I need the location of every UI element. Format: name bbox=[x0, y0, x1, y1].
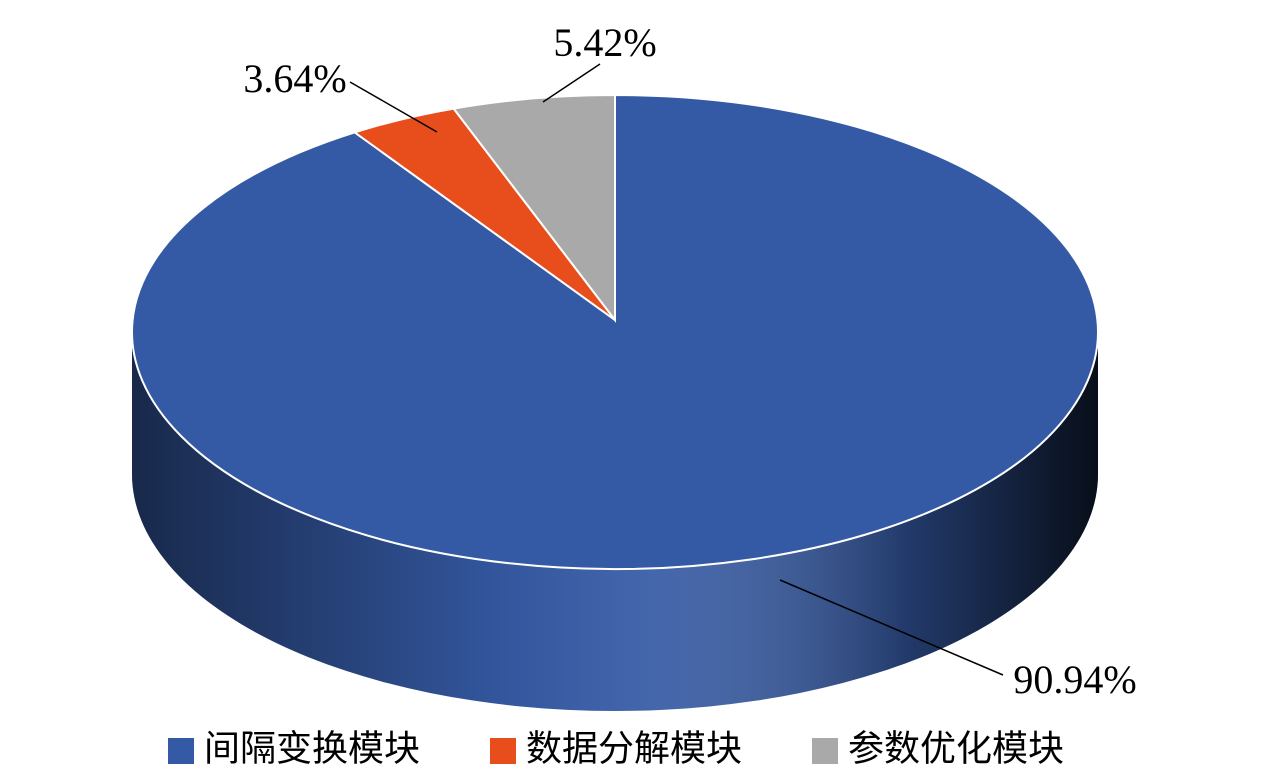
legend-label: 参数优化模块 bbox=[848, 728, 1064, 768]
pie-slice bbox=[451, 93, 616, 323]
leader-line bbox=[542, 63, 601, 103]
legend-label: 间隔变换模块 bbox=[204, 728, 420, 768]
legend-swatch bbox=[168, 738, 194, 764]
pie-side-shade bbox=[132, 332, 1098, 711]
value-label: 3.64% bbox=[243, 56, 346, 101]
leader-line bbox=[349, 81, 438, 133]
legend-swatch bbox=[812, 738, 838, 764]
value-label: 90.94% bbox=[1013, 657, 1136, 702]
legend-label: 数据分解模块 bbox=[526, 728, 742, 768]
value-label: 5.42% bbox=[553, 20, 656, 65]
leader-line bbox=[779, 579, 1004, 676]
pie-slice bbox=[131, 93, 1099, 570]
legend-swatch bbox=[490, 738, 516, 764]
